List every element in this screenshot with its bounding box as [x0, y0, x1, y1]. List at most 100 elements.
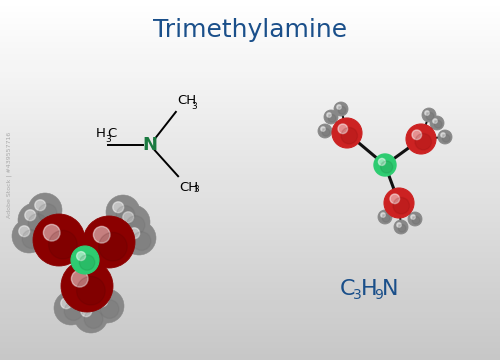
Circle shape	[38, 204, 57, 222]
Bar	[0, 114, 500, 120]
Bar	[0, 342, 500, 348]
Circle shape	[415, 134, 432, 150]
Bar	[0, 216, 500, 222]
Circle shape	[422, 108, 436, 122]
Bar	[0, 336, 500, 342]
Bar	[0, 330, 500, 336]
Bar	[0, 12, 500, 18]
Circle shape	[426, 112, 434, 120]
Circle shape	[441, 133, 446, 137]
Circle shape	[380, 161, 392, 173]
Bar	[0, 126, 500, 132]
Circle shape	[90, 289, 124, 323]
Circle shape	[113, 202, 124, 213]
Bar	[0, 282, 500, 288]
Circle shape	[44, 224, 60, 241]
Bar	[0, 24, 500, 30]
Circle shape	[71, 246, 99, 274]
Text: 3: 3	[193, 185, 199, 194]
Circle shape	[132, 232, 151, 251]
Bar	[0, 222, 500, 228]
Circle shape	[54, 291, 88, 325]
Bar	[0, 318, 500, 324]
Text: H: H	[96, 127, 106, 140]
Bar	[0, 264, 500, 270]
Circle shape	[406, 124, 436, 154]
Text: N: N	[382, 279, 398, 299]
Bar	[0, 348, 500, 354]
Circle shape	[48, 230, 77, 259]
Bar	[0, 204, 500, 210]
Circle shape	[338, 107, 346, 114]
Circle shape	[374, 154, 396, 176]
Bar	[0, 150, 500, 156]
Bar	[0, 0, 500, 6]
Bar	[0, 294, 500, 300]
Circle shape	[322, 129, 330, 136]
Text: C: C	[107, 127, 116, 140]
Circle shape	[324, 110, 338, 124]
Circle shape	[412, 216, 420, 224]
Bar	[0, 138, 500, 144]
Text: 9: 9	[374, 288, 383, 302]
Bar	[0, 324, 500, 330]
Circle shape	[25, 210, 35, 221]
Bar	[0, 156, 500, 162]
Circle shape	[76, 276, 105, 305]
Circle shape	[123, 212, 134, 223]
Circle shape	[61, 298, 72, 309]
Bar	[0, 42, 500, 48]
Bar	[0, 192, 500, 198]
Circle shape	[430, 116, 444, 130]
Circle shape	[28, 193, 62, 227]
Bar	[0, 84, 500, 90]
Bar	[0, 36, 500, 42]
Circle shape	[33, 214, 85, 266]
Circle shape	[98, 233, 127, 261]
Text: C: C	[340, 279, 355, 299]
Bar	[0, 120, 500, 126]
Circle shape	[341, 127, 357, 144]
Text: 3: 3	[353, 288, 362, 302]
Bar	[0, 54, 500, 60]
Circle shape	[442, 134, 450, 142]
Bar	[0, 288, 500, 294]
Text: Adobe Stock | #439557716: Adobe Stock | #439557716	[6, 132, 12, 218]
Circle shape	[22, 230, 41, 248]
Bar	[0, 90, 500, 96]
Bar	[0, 96, 500, 102]
Bar	[0, 72, 500, 78]
Circle shape	[80, 255, 95, 270]
Circle shape	[74, 299, 108, 333]
Bar	[0, 210, 500, 216]
Circle shape	[19, 226, 30, 237]
Text: CH: CH	[177, 94, 196, 107]
Circle shape	[327, 113, 332, 117]
Circle shape	[122, 221, 156, 255]
Bar	[0, 186, 500, 192]
Circle shape	[381, 213, 386, 217]
Bar	[0, 276, 500, 282]
Bar	[0, 240, 500, 246]
Circle shape	[337, 105, 342, 109]
Circle shape	[12, 219, 46, 253]
Bar	[0, 258, 500, 264]
Bar	[0, 168, 500, 174]
Bar	[0, 246, 500, 252]
Circle shape	[116, 206, 135, 224]
Circle shape	[97, 296, 108, 307]
Circle shape	[408, 212, 422, 226]
Circle shape	[81, 306, 92, 317]
Circle shape	[393, 197, 409, 214]
Bar	[0, 78, 500, 84]
Bar	[0, 354, 500, 360]
Circle shape	[61, 260, 113, 312]
Circle shape	[126, 216, 145, 234]
Circle shape	[318, 124, 332, 138]
Circle shape	[321, 127, 326, 131]
Circle shape	[76, 252, 86, 261]
Bar	[0, 18, 500, 24]
Circle shape	[35, 200, 45, 211]
Bar	[0, 102, 500, 108]
Text: H: H	[361, 279, 378, 299]
